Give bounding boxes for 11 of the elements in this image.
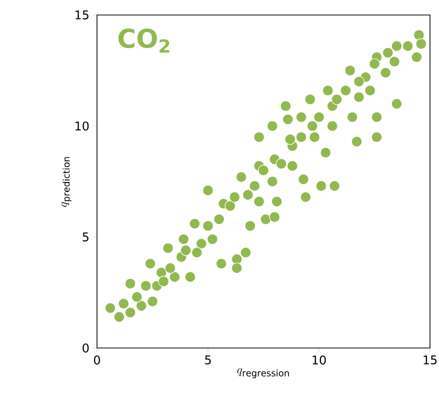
x-tick-label: 15 [424, 356, 437, 364]
y-tick-label: 0 [82, 343, 89, 353]
y-tick-label: 5 [82, 232, 88, 242]
y-tick-label: 10 [76, 121, 89, 131]
x-axis-title: $q_{\mathrm{regression}}$ [237, 368, 289, 378]
annotation: CO$_{2}$ [118, 28, 170, 53]
x-tick-label: 10 [312, 356, 326, 365]
y-tick-label: 15 [76, 10, 88, 20]
y-axis-title: $q_{\mathrm{prediction}}$ [62, 157, 72, 207]
x-tick-label: 0 [94, 356, 100, 365]
x-tick-label: 5 [205, 356, 211, 364]
